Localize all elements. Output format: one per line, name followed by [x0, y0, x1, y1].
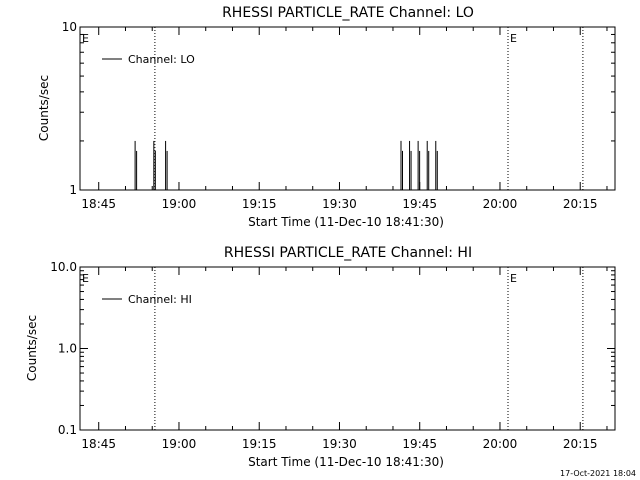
x-tick-label: 18:45	[81, 437, 116, 451]
plot-frame	[79, 266, 616, 431]
dotted-lines	[154, 267, 584, 430]
x-tick-label: 19:30	[322, 197, 357, 211]
x-axis-label: Start Time (11-Dec-10 18:41:30)	[248, 455, 444, 469]
y-tick-label: 10.0	[50, 260, 77, 274]
y-axis-label: Counts/sec	[37, 75, 51, 141]
x-tick-label: 19:45	[402, 197, 437, 211]
chart-title: RHESSI PARTICLE_RATE Channel: HI	[224, 245, 472, 261]
x-ticks: 18:45 19:00 19:15 19:30 19:45 20:00 20:15	[81, 27, 608, 211]
x-tick-label: 19:00	[162, 437, 197, 451]
x-axis-label: Start Time (11-Dec-10 18:41:30)	[248, 215, 444, 229]
y-axis-label: Counts/sec	[25, 315, 39, 381]
x-tick-label: 20:15	[563, 197, 598, 211]
event-marker-label: E	[510, 32, 517, 45]
y-tick-label: 10	[62, 20, 77, 34]
legend-entry: Channel: HI	[128, 293, 192, 306]
y-tick-label: 0.1	[58, 423, 77, 437]
event-marker-label: E	[510, 272, 517, 285]
x-tick-label: 19:15	[242, 197, 277, 211]
y-tick-label: 1.0	[58, 342, 77, 356]
x-tick-label: 20:00	[483, 197, 518, 211]
data-marks	[134, 140, 438, 190]
x-tick-label: 19:15	[242, 437, 277, 451]
chart-title: RHESSI PARTICLE_RATE Channel: LO	[222, 5, 474, 21]
x-tick-label: 20:15	[563, 437, 598, 451]
legend: Channel: HI	[102, 293, 192, 306]
event-marker-label: E	[82, 32, 89, 45]
legend: Channel: LO	[102, 53, 195, 66]
chart-panel-hi: RHESSI PARTICLE_RATE Channel: HI Counts/…	[25, 245, 616, 469]
plot-frame	[79, 26, 616, 191]
x-tick-label: 19:00	[162, 197, 197, 211]
x-tick-label: 19:45	[402, 437, 437, 451]
timestamp: 17-Oct-2021 18:04	[560, 469, 636, 478]
dotted-lines	[154, 27, 584, 190]
event-marker-label: E	[82, 272, 89, 285]
y-tick-label: 1	[69, 183, 77, 197]
x-tick-label: 20:00	[483, 437, 518, 451]
x-tick-label: 18:45	[81, 197, 116, 211]
x-tick-label: 19:30	[322, 437, 357, 451]
y-ticks: 1 10	[62, 20, 615, 197]
x-ticks: 18:45 19:00 19:15 19:30 19:45 20:00 20:15	[81, 267, 608, 451]
chart-panel-lo: RHESSI PARTICLE_RATE Channel: LO Counts/…	[37, 5, 616, 229]
legend-entry: Channel: LO	[128, 53, 195, 66]
y-ticks: 0.1 1.0 10.0	[50, 260, 615, 437]
